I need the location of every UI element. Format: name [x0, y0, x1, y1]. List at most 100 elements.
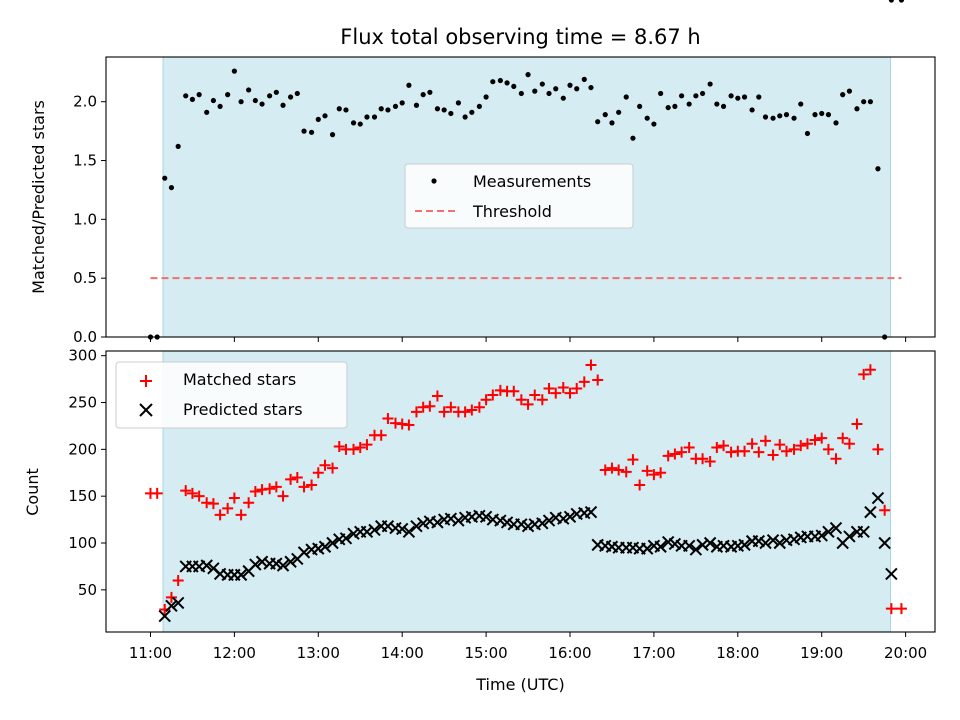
matched-star-point — [508, 385, 520, 397]
legend-predicted-marker — [139, 403, 153, 417]
predicted-star-point — [878, 536, 891, 550]
matched-star-point — [431, 390, 443, 402]
matched-star-point — [522, 398, 534, 410]
matched-star-point — [270, 481, 282, 493]
matched-star-point — [704, 456, 716, 468]
matched-star-point — [515, 394, 527, 406]
predicted-star-point — [871, 491, 885, 505]
matched-star-point — [592, 374, 604, 386]
measurement-point — [672, 103, 678, 110]
measurement-point — [329, 132, 336, 138]
predicted-star-point — [444, 512, 458, 525]
measurement-point — [196, 92, 202, 98]
measurement-point — [246, 87, 252, 93]
predicted-star-point — [368, 523, 381, 537]
ratio-y-tick-label: 0.5 — [73, 269, 97, 287]
measurement-point — [861, 99, 867, 105]
matched-star-point — [662, 450, 674, 462]
matched-star-point — [872, 443, 884, 455]
matched-star-point — [809, 434, 821, 446]
matched-star-point — [634, 479, 646, 491]
predicted-star-point — [696, 538, 709, 552]
matched-star-point — [348, 443, 360, 455]
matched-stars-series — [144, 359, 907, 616]
predicted-star-point — [318, 540, 332, 553]
matched-star-point — [445, 401, 457, 413]
predicted-star-point — [815, 529, 828, 542]
measurement-point — [455, 100, 462, 106]
measurement-point — [777, 113, 783, 119]
matched-star-point — [249, 486, 261, 497]
measurement-point — [658, 90, 664, 97]
predicted-stars-series — [158, 491, 898, 623]
ratio-y-tick-label: 1.0 — [73, 210, 97, 228]
matched-star-point — [858, 368, 870, 380]
measurement-point — [350, 120, 357, 126]
legend-threshold-label: Threshold — [472, 202, 552, 221]
matched-star-point — [711, 441, 723, 453]
matched-star-point — [186, 487, 198, 499]
predicted-star-point — [171, 596, 185, 610]
predicted-star-point — [654, 540, 667, 553]
count-legend-box — [115, 361, 348, 429]
predicted-star-point — [885, 567, 898, 581]
measurement-point — [567, 82, 573, 88]
measurement-point — [546, 90, 552, 97]
measurement-point — [259, 101, 265, 107]
measurement-point — [252, 97, 258, 104]
measurement-point — [840, 92, 846, 98]
matched-star-point — [529, 389, 541, 401]
legend-matched-label: Matched stars — [183, 370, 296, 389]
matched-star-point — [222, 502, 234, 514]
measurement-point — [504, 80, 510, 86]
chart-title: Flux total observing time = 8.67 h — [340, 25, 700, 49]
measurement-point — [735, 95, 741, 101]
measurement-point — [749, 107, 755, 113]
measurement-point — [364, 114, 370, 120]
matched-star-point — [613, 464, 625, 476]
predicted-star-point — [297, 546, 311, 559]
matched-star-point — [760, 435, 772, 447]
measurement-point — [225, 92, 231, 98]
measurement-point — [714, 101, 720, 107]
matched-star-point — [550, 387, 562, 399]
measurement-point — [267, 93, 273, 99]
measurement-point — [770, 115, 776, 121]
measurement-point — [322, 113, 328, 119]
measurement-point — [238, 99, 244, 105]
matched-star-point — [697, 453, 709, 465]
measurement-point — [406, 82, 412, 88]
measurement-point — [462, 114, 468, 120]
matched-star-point — [837, 432, 849, 444]
measurement-point — [595, 119, 601, 125]
ratio-legend: Measurements Threshold — [404, 163, 634, 229]
measurements-series — [147, 0, 905, 340]
matched-star-point — [774, 439, 786, 451]
matched-star-point — [214, 509, 226, 521]
legend-measurements-label: Measurements — [473, 172, 591, 191]
measurement-point — [875, 166, 881, 172]
measurement-point — [441, 107, 447, 113]
measurement-point — [518, 90, 524, 97]
measurement-point — [294, 90, 300, 97]
measurement-point — [574, 86, 580, 92]
matched-star-point — [746, 438, 758, 450]
matched-star-point — [228, 492, 240, 504]
matched-star-point — [151, 487, 163, 499]
matched-star-point — [620, 466, 632, 478]
measurement-point — [741, 94, 748, 100]
predicted-star-point — [536, 517, 549, 530]
matched-star-point — [843, 438, 855, 450]
matched-star-point — [801, 438, 813, 450]
count-y-ticks: 50 100 150 200 250 300 — [68, 347, 106, 599]
matched-star-point — [243, 497, 255, 509]
matched-star-point — [885, 603, 897, 615]
matched-star-point — [180, 485, 192, 497]
measurement-point — [532, 88, 538, 94]
measurement-point — [168, 184, 175, 191]
matched-star-point — [277, 490, 289, 502]
predicted-star-point — [759, 536, 772, 550]
measurement-point — [819, 110, 825, 117]
measurement-point — [162, 175, 168, 181]
matched-star-point — [676, 446, 688, 458]
